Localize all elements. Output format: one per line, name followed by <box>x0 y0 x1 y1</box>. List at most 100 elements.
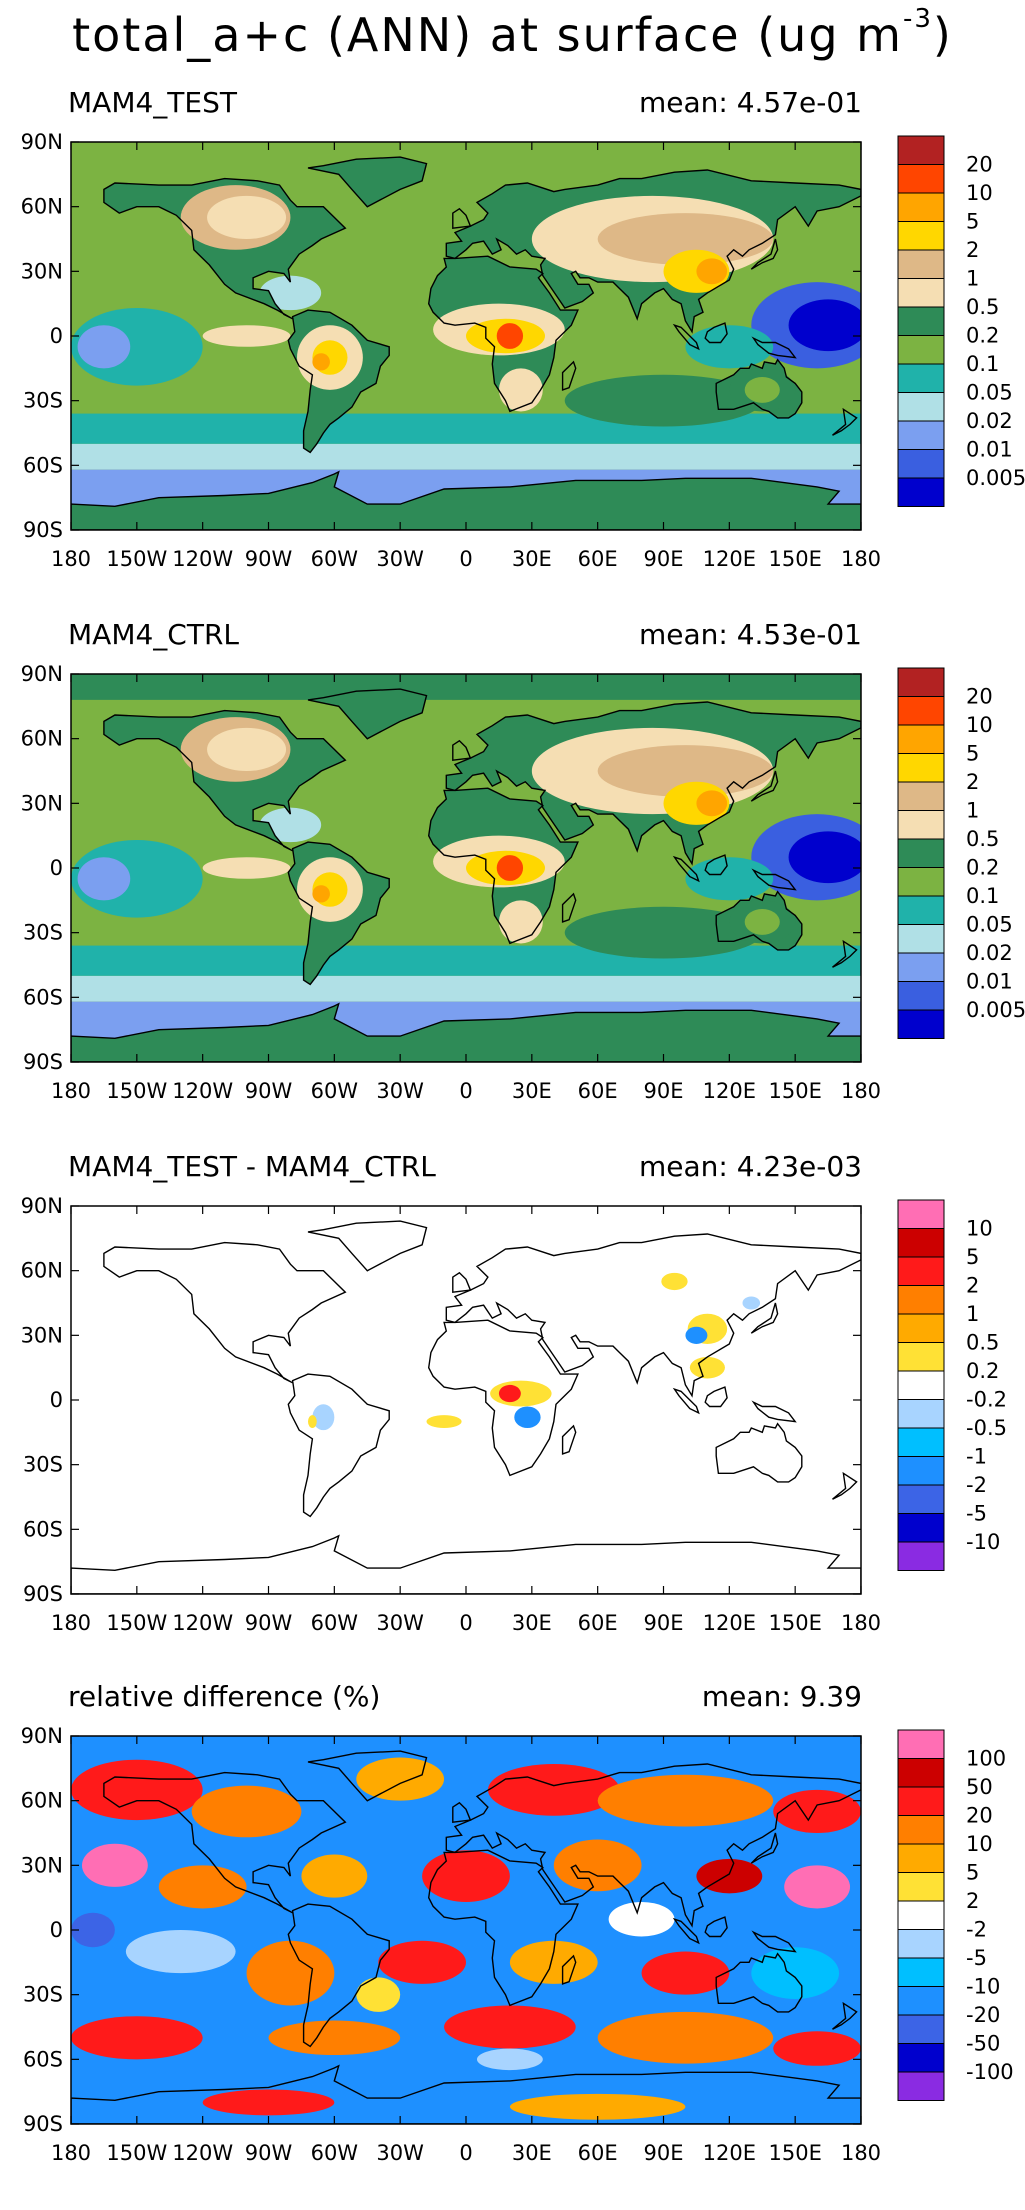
colorbar-label: -5 <box>966 1502 987 1526</box>
data-field <box>71 674 861 1062</box>
colorbar-swatch <box>897 2043 945 2073</box>
coastline <box>672 855 700 883</box>
coastline <box>751 868 797 891</box>
map-plot: 90N 60N 30N 0 30S 60S 90S 180 150W 120W 90W 60W 30W 0… <box>21 130 1025 571</box>
lon-label: 30E <box>512 547 552 571</box>
colorbar-label: 10 <box>966 713 993 737</box>
coastline <box>452 739 472 761</box>
colorbar-swatch <box>897 810 945 840</box>
coastline <box>751 1400 797 1423</box>
colorbar-label: -1 <box>966 1445 987 1469</box>
colorbar-label: 2 <box>966 1889 979 1913</box>
colorbar-swatch <box>897 164 945 194</box>
panel-mean: mean: 9.39 <box>701 1680 862 1713</box>
colorbar-label: 0.1 <box>966 352 999 376</box>
colorbar-label: 100 <box>966 1747 1006 1771</box>
colorbar-label: 0.2 <box>966 1359 999 1383</box>
colorbar-swatch <box>897 1513 945 1543</box>
panel-mean: mean: 4.23e-03 <box>638 1150 862 1183</box>
lat-label: 30N <box>21 259 63 283</box>
coastline <box>445 1233 861 1398</box>
panel-difference: MAM4_TEST - MAM4_CTRL mean: 4.23e-03 90N… <box>0 1150 1025 1680</box>
colorbar-swatch <box>897 477 945 507</box>
colorbar-label: 0.5 <box>966 1331 999 1355</box>
colorbar-swatch <box>897 420 945 450</box>
coastline <box>715 1952 803 2013</box>
coastline <box>287 309 390 454</box>
lat-label: 0 <box>50 1388 63 1412</box>
lat-label: 30S <box>23 389 63 413</box>
colorbar-swatch <box>897 2071 945 2101</box>
coastline <box>452 1271 472 1293</box>
colorbar-label: -20 <box>966 2003 1000 2027</box>
lon-label: 30W <box>376 2141 424 2165</box>
lat-label: 0 <box>50 324 63 348</box>
coastline <box>750 238 779 270</box>
colorbar-label: -0.5 <box>966 1416 1007 1440</box>
lon-label: 180 <box>51 2141 91 2165</box>
colorbar-swatch <box>897 1228 945 1258</box>
colorbar-label: 0.05 <box>966 381 1013 405</box>
colorbar-label: 0.02 <box>966 941 1013 965</box>
lon-label: 150W <box>106 1079 167 1103</box>
colorbar-label: 0.005 <box>966 998 1025 1022</box>
colorbar-swatch <box>897 895 945 925</box>
lon-label: 120E <box>703 2141 756 2165</box>
map-plot: 90N 60N 30N 0 30S 60S 90S 180 150W 120W 90W 60W 30W 0… <box>21 1724 1014 2165</box>
lon-label: 30E <box>512 1079 552 1103</box>
colorbar-swatch <box>897 1256 945 1286</box>
lon-label: 120W <box>172 1079 233 1103</box>
colorbar-swatch <box>897 696 945 726</box>
lat-label: 30S <box>23 1453 63 1477</box>
coastlines <box>71 688 861 1062</box>
figure-title: total_a+c (ANN) at surface (ug m-3) <box>0 4 1025 62</box>
colorbar-swatch <box>897 1199 945 1229</box>
lon-label: 90E <box>644 2141 684 2165</box>
panel-ctrl: MAM4_CTRL mean: 4.53e-01 90N 60N 30N 0 30S 60… <box>0 618 1025 1148</box>
colorbar-swatch <box>897 952 945 982</box>
lon-label: 150E <box>768 1079 821 1103</box>
coastline <box>561 1954 577 1985</box>
lon-label: 150W <box>106 547 167 571</box>
lon-label: 0 <box>459 2141 472 2165</box>
colorbar-swatch <box>897 1484 945 1514</box>
colorbar-swatch <box>897 2014 945 2044</box>
coastline <box>704 1386 728 1408</box>
coastline <box>832 939 858 968</box>
colorbar-swatch <box>897 1541 945 1571</box>
map-plot: 90N 60N 30N 0 30S 60S 90S 180 150W 120W 90W 60W 30W 0… <box>21 1194 1007 1635</box>
lat-label: 90N <box>21 1724 63 1748</box>
colorbar: 20 10 5 2 1 0.5 0.2 0.1 0.05 0.02 0.01 0.005 <box>897 667 1025 1039</box>
coastline <box>704 1916 728 1938</box>
coastline <box>445 1763 861 1928</box>
colorbar-swatch <box>897 1758 945 1788</box>
lat-label: 60S <box>23 453 63 477</box>
coastlines <box>71 1750 861 2124</box>
colorbar-swatch <box>897 306 945 336</box>
colorbar-label: 0.5 <box>966 827 999 851</box>
panel-title: MAM4_TEST - MAM4_CTRL <box>68 1150 436 1183</box>
colorbar-label: -10 <box>966 1975 1000 1999</box>
lat-label: 60N <box>21 727 63 751</box>
lon-label: 30E <box>512 2141 552 2165</box>
colorbar-label: 2 <box>966 1274 979 1298</box>
colorbar-swatch <box>897 1815 945 1845</box>
coastline <box>751 1930 797 1953</box>
colorbar-swatch <box>897 1786 945 1816</box>
coastline <box>704 322 728 344</box>
coastline <box>715 1422 803 1483</box>
colorbar-swatch <box>897 838 945 868</box>
colorbar-label: 0.5 <box>966 295 999 319</box>
lat-label: 30S <box>23 921 63 945</box>
lat-label: 60S <box>23 985 63 1009</box>
lon-label: 180 <box>51 1079 91 1103</box>
lon-label: 60W <box>311 547 359 571</box>
colorbar-swatch <box>897 1900 945 1930</box>
panel-relative-difference: relative difference (%) mean: 9.39 90N 60… <box>0 1680 1025 2210</box>
lat-label: 60S <box>23 2047 63 2071</box>
lon-label: 60W <box>311 2141 359 2165</box>
colorbar-swatch <box>897 249 945 279</box>
colorbar-swatch <box>897 1399 945 1429</box>
colorbar-swatch <box>897 1456 945 1486</box>
colorbar-swatch <box>897 363 945 393</box>
